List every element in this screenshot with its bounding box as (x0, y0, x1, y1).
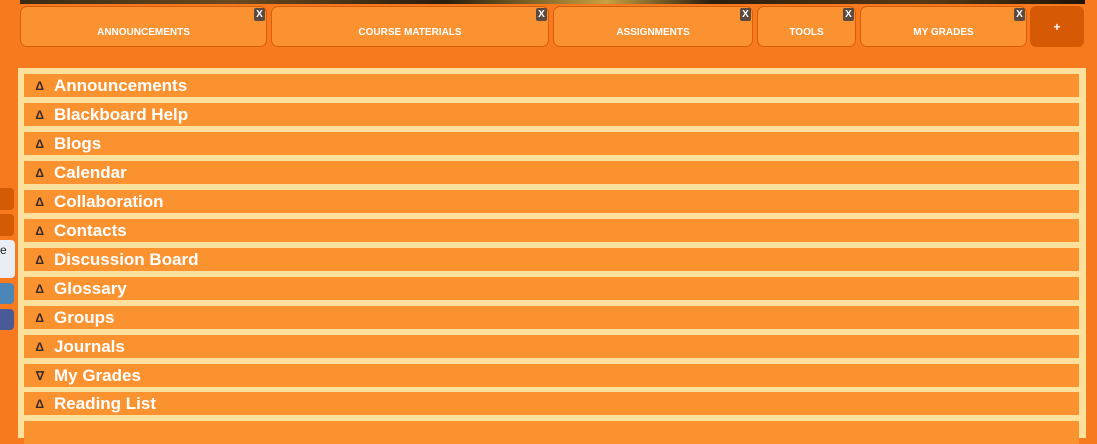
tab-label: COURSE MATERIALS (358, 27, 462, 38)
tool-row-blackboard-help[interactable]: Δ Blackboard Help (24, 103, 1079, 126)
tool-row-announcements[interactable]: Δ Announcements (24, 74, 1079, 97)
expand-arrow-icon[interactable]: Δ (35, 194, 44, 209)
tab-label: TOOLS (789, 27, 824, 38)
expand-arrow-icon[interactable]: Δ (35, 107, 44, 122)
expand-arrow-icon[interactable]: Δ (35, 252, 44, 267)
tools-panel: Δ Announcements Δ Blackboard Help Δ Blog… (18, 68, 1086, 444)
tab-label: ASSIGNMENTS (616, 27, 690, 38)
tool-row-collaboration[interactable]: Δ Collaboration (24, 190, 1079, 213)
expand-arrow-icon[interactable]: Δ (35, 396, 44, 411)
tool-row-blogs[interactable]: Δ Blogs (24, 132, 1079, 155)
tool-label: Collaboration (54, 191, 164, 211)
tool-label: Blogs (54, 133, 102, 153)
course-banner (20, 0, 1085, 4)
tool-row-reading-list[interactable]: Δ Reading List (24, 392, 1079, 415)
tab-tools[interactable]: TOOLS X (757, 6, 856, 47)
tab-my-grades[interactable]: MY GRADES X (860, 6, 1027, 47)
expand-arrow-icon[interactable]: Δ (35, 281, 44, 296)
tool-row-journals[interactable]: Δ Journals (24, 335, 1079, 358)
tool-label: Groups (54, 307, 115, 327)
tool-row-discussion-board[interactable]: Δ Discussion Board (24, 248, 1079, 271)
tool-label: Reading List (54, 393, 157, 413)
tool-row-glossary[interactable]: Δ Glossary (24, 277, 1079, 300)
close-icon[interactable]: X (536, 8, 547, 21)
expand-arrow-icon[interactable]: Δ (35, 339, 44, 354)
tab-announcements[interactable]: ANNOUNCEMENTS X (20, 6, 267, 47)
tool-row-groups[interactable]: Δ Groups (24, 306, 1079, 329)
add-tab-button[interactable]: + (1030, 6, 1084, 47)
tab-label: ANNOUNCEMENTS (97, 27, 190, 38)
tool-label: Contacts (54, 220, 127, 240)
close-icon[interactable]: X (843, 8, 854, 21)
tool-row-calendar[interactable]: Δ Calendar (24, 161, 1079, 184)
tool-row-partial[interactable] (24, 421, 1079, 444)
tab-label: MY GRADES (913, 27, 974, 38)
close-icon[interactable]: X (740, 8, 751, 21)
tool-label: Discussion Board (54, 249, 199, 269)
close-icon[interactable]: X (1014, 8, 1025, 21)
expand-arrow-icon[interactable]: Δ (35, 136, 44, 151)
side-tool-button[interactable] (0, 188, 14, 210)
tool-row-contacts[interactable]: Δ Contacts (24, 219, 1079, 242)
side-tool-button[interactable] (0, 214, 14, 236)
expand-arrow-icon[interactable]: Δ (35, 310, 44, 325)
share-icon[interactable] (0, 283, 14, 304)
tab-assignments[interactable]: ASSIGNMENTS X (553, 6, 753, 47)
facebook-icon[interactable] (0, 309, 14, 330)
tab-course-materials[interactable]: COURSE MATERIALS X (271, 6, 549, 47)
expand-arrow-icon[interactable]: Δ (35, 165, 44, 180)
expand-arrow-icon[interactable]: Δ (35, 223, 44, 238)
side-widget[interactable]: e (0, 240, 15, 278)
expand-arrow-icon[interactable]: Δ (35, 78, 44, 93)
tool-label: Announcements (54, 75, 188, 95)
tool-label: Glossary (54, 278, 127, 298)
close-icon[interactable]: X (254, 8, 265, 21)
collapse-arrow-icon[interactable]: ∇ (35, 368, 44, 383)
side-widget-text: e (0, 243, 7, 257)
tool-label: Journals (54, 336, 125, 356)
tool-label: Calendar (54, 162, 127, 182)
tool-label: My Grades (54, 365, 141, 385)
tool-label: Blackboard Help (54, 104, 189, 124)
tool-row-my-grades[interactable]: ∇ My Grades (24, 364, 1079, 387)
